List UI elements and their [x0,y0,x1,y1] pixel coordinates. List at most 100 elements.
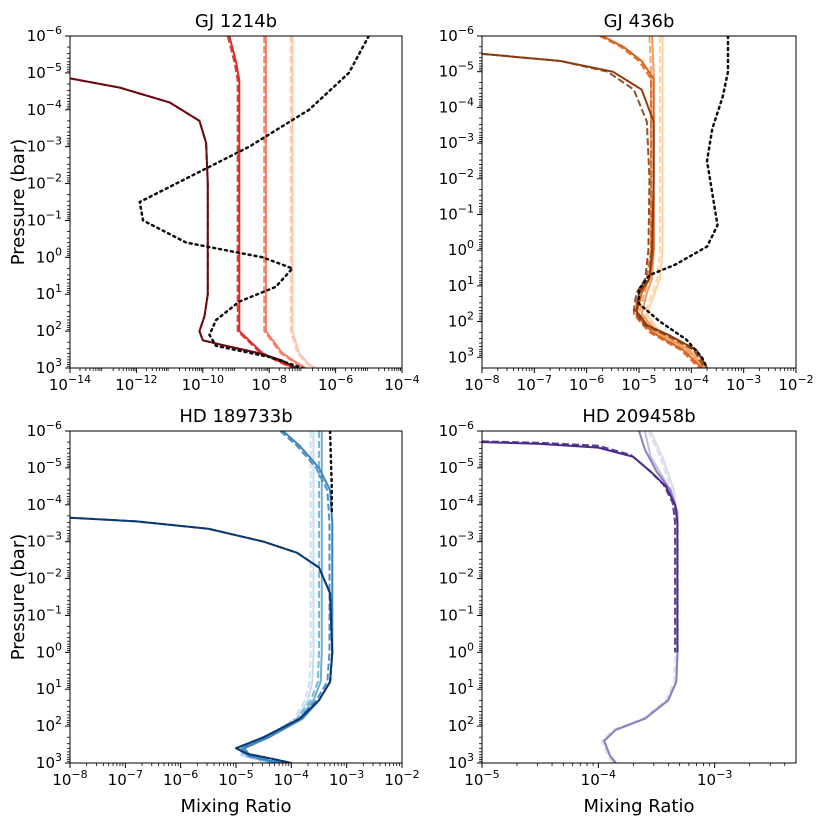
series-line-model-4-ref [482,52,706,368]
y-tick-label: 10−6 [439,419,474,440]
y-tick-label-exponent: 1 [467,677,474,690]
x-tick-label-base: 10 [329,771,348,789]
y-tick-label: 10−1 [439,202,474,223]
x-tick-label: 10−3 [329,768,364,789]
y-tick-label-exponent: 2 [55,714,62,727]
x-tick-label: 10−12 [115,373,157,394]
x-tick-label: 10−5 [218,768,253,789]
x-tick-label-base: 10 [464,376,483,394]
x-tick-label: 10−2 [384,768,419,789]
y-tick-label-exponent: 2 [467,310,474,323]
series-line-model-4-ref [482,440,677,653]
y-tick-label: 103 [36,751,62,772]
y-tick-label: 100 [36,245,62,266]
y-tick-label: 103 [448,345,474,366]
series-line-model-2 [264,36,307,368]
x-tick-label-base: 10 [318,376,337,394]
x-tick-label-base: 10 [384,376,403,394]
series-line-model-3 [228,36,297,368]
y-tick-label: 10−4 [27,98,62,119]
y-tick-label-exponent: 0 [467,238,474,251]
y-tick-label: 10−2 [439,567,474,588]
x-tick-label-exponent: −3 [716,768,732,781]
x-tick-label: 10−4 [274,768,309,789]
panel-title: GJ 1214b [195,11,277,32]
x-tick-label-base: 10 [464,771,483,789]
y-tick-label-base: 10 [27,496,46,514]
x-tick-label-exponent: −6 [588,373,604,386]
y-tick-label: 10−5 [27,61,62,82]
y-tick-label-exponent: −4 [458,493,474,506]
series-line-model-2-ref [263,36,305,368]
y-tick-label: 101 [448,274,474,295]
series-line-model-1-ref [289,36,315,368]
y-tick-label: 103 [448,751,474,772]
y-tick-label-exponent: −6 [458,24,474,37]
series-line-model-1-ref [600,431,677,763]
x-tick-label-base: 10 [52,771,71,789]
series-line-model-3 [601,36,703,368]
y-tick-label: 10−3 [27,135,62,156]
x-tick-label-exponent: −6 [182,768,198,781]
x-tick-label: 10−8 [464,373,499,394]
x-tick-label: 10−10 [182,373,224,394]
y-tick-label-base: 10 [439,205,458,223]
y-tick-label-base: 10 [36,248,55,266]
x-axis-label: Mixing Ratio [584,796,695,817]
y-tick-label-base: 10 [439,27,458,45]
y-tick-label: 10−3 [27,530,62,551]
series-line-model-3-ref [226,36,295,368]
series-line-model-4-ref [70,77,297,368]
x-tick-label: 10−7 [108,768,143,789]
x-tick-label-base: 10 [182,376,201,394]
x-tick-label: 10−7 [517,373,552,394]
series-line-model-1 [645,36,708,368]
x-tick-label: 10−3 [726,373,761,394]
x-tick-label-base: 10 [384,771,403,789]
series-line-model-4 [482,52,708,368]
y-tick-label-base: 10 [448,643,467,661]
x-tick-label-base: 10 [778,376,797,394]
x-tick-label-exponent: −6 [337,373,353,386]
y-tick-label-exponent: 3 [467,751,474,764]
y-tick-label-base: 10 [439,170,458,188]
y-tick-label: 10−1 [27,208,62,229]
series-line-model-3-ref [240,431,331,763]
y-tick-label-base: 10 [27,64,46,82]
y-tick-label-exponent: −1 [46,208,62,221]
y-tick-label-exponent: 3 [55,356,62,369]
y-tick-label-exponent: −5 [46,61,62,74]
series-line-temperature [637,36,730,368]
y-tick-label-exponent: −2 [458,567,474,580]
x-tick-label: 10−8 [252,373,287,394]
y-tick-label-base: 10 [36,717,55,735]
x-tick-label: 10−6 [163,768,198,789]
y-tick-label: 10−6 [27,419,62,440]
y-tick-label: 10−1 [439,603,474,624]
y-tick-label: 10−5 [439,60,474,81]
y-tick-label-base: 10 [27,138,46,156]
x-tick-label: 10−6 [569,373,604,394]
y-tick-label: 100 [448,640,474,661]
x-tick-label-exponent: −5 [640,373,656,386]
x-tick-label-base: 10 [581,771,600,789]
y-tick-label-base: 10 [439,606,458,624]
axes-frame [481,430,797,764]
x-tick-label: 10−8 [52,768,87,789]
panel-title: GJ 436b [604,11,675,32]
y-tick-label-exponent: 2 [467,714,474,727]
y-tick-label-exponent: −4 [46,98,62,111]
y-tick-label-exponent: −6 [46,419,62,432]
axes-frame [69,35,403,369]
x-axis-label: Mixing Ratio [181,796,292,817]
axes-frame [69,430,403,764]
y-tick-label-base: 10 [27,101,46,119]
y-tick-label-exponent: −4 [458,95,474,108]
y-tick-label-base: 10 [27,570,46,588]
series-line-model-1 [603,431,679,763]
y-tick-label: 10−1 [27,603,62,624]
x-tick-label: 10−4 [384,373,419,394]
y-tick-label-base: 10 [439,422,458,440]
y-tick-label: 101 [448,677,474,698]
